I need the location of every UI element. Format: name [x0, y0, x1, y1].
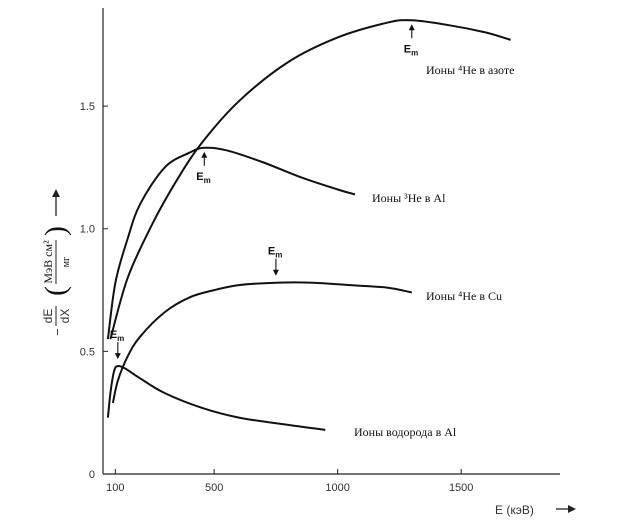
annotation-he4-cu: Ионы ⁴He в Cu	[426, 289, 502, 303]
em-marker-label: Em	[110, 329, 124, 343]
annotation-he4-nitrogen: Ионы ⁴He в азоте	[426, 63, 514, 77]
em-marker: Em	[268, 246, 282, 276]
x-tick-label: 100	[106, 482, 124, 494]
annotation-hydrogen-al: Ионы водорода в Al	[354, 425, 457, 439]
em-marker-label: Em	[404, 43, 418, 57]
y-ticks: 0 0.5 1.0 1.5	[80, 101, 108, 481]
em-marker-label: Em	[196, 171, 210, 185]
series-line-0	[109, 19, 511, 340]
em-marker-label: Em	[268, 246, 282, 260]
y-tick-label: 0	[89, 469, 95, 481]
y-tick-label: 1.0	[80, 224, 95, 236]
series-line-3	[106, 365, 326, 431]
svg-text:мг: мг	[61, 257, 72, 267]
x-tick-label: 1000	[325, 482, 349, 494]
y-tick-label: 0.5	[80, 346, 95, 358]
svg-text:dX: dX	[58, 309, 72, 324]
series-line-1	[106, 146, 356, 340]
svg-text:E (кэВ): E (кэВ)	[495, 503, 534, 517]
x-axis-label: E (кэВ)	[495, 503, 576, 517]
curves	[106, 19, 511, 431]
y-tick-label: 1.5	[80, 101, 95, 113]
em-marker: Em	[110, 329, 124, 360]
series-line-2	[111, 281, 412, 404]
y-axis-label: − dE dX ( МэВ см² мг )	[39, 189, 72, 336]
x-tick-label: 1500	[449, 482, 473, 494]
svg-text:(: (	[39, 286, 72, 296]
x-ticks: 100 500 1000 1500	[106, 469, 473, 494]
em-marker: Em	[404, 24, 418, 57]
em-marker: Em	[196, 151, 211, 185]
svg-text:МэВ см²: МэВ см²	[41, 240, 55, 284]
svg-text:−: −	[50, 328, 65, 336]
svg-text:dE: dE	[41, 309, 55, 324]
svg-text:): )	[39, 226, 72, 236]
annotation-he3-al: Ионы ³He в Al	[372, 191, 446, 205]
x-tick-label: 500	[205, 482, 223, 494]
